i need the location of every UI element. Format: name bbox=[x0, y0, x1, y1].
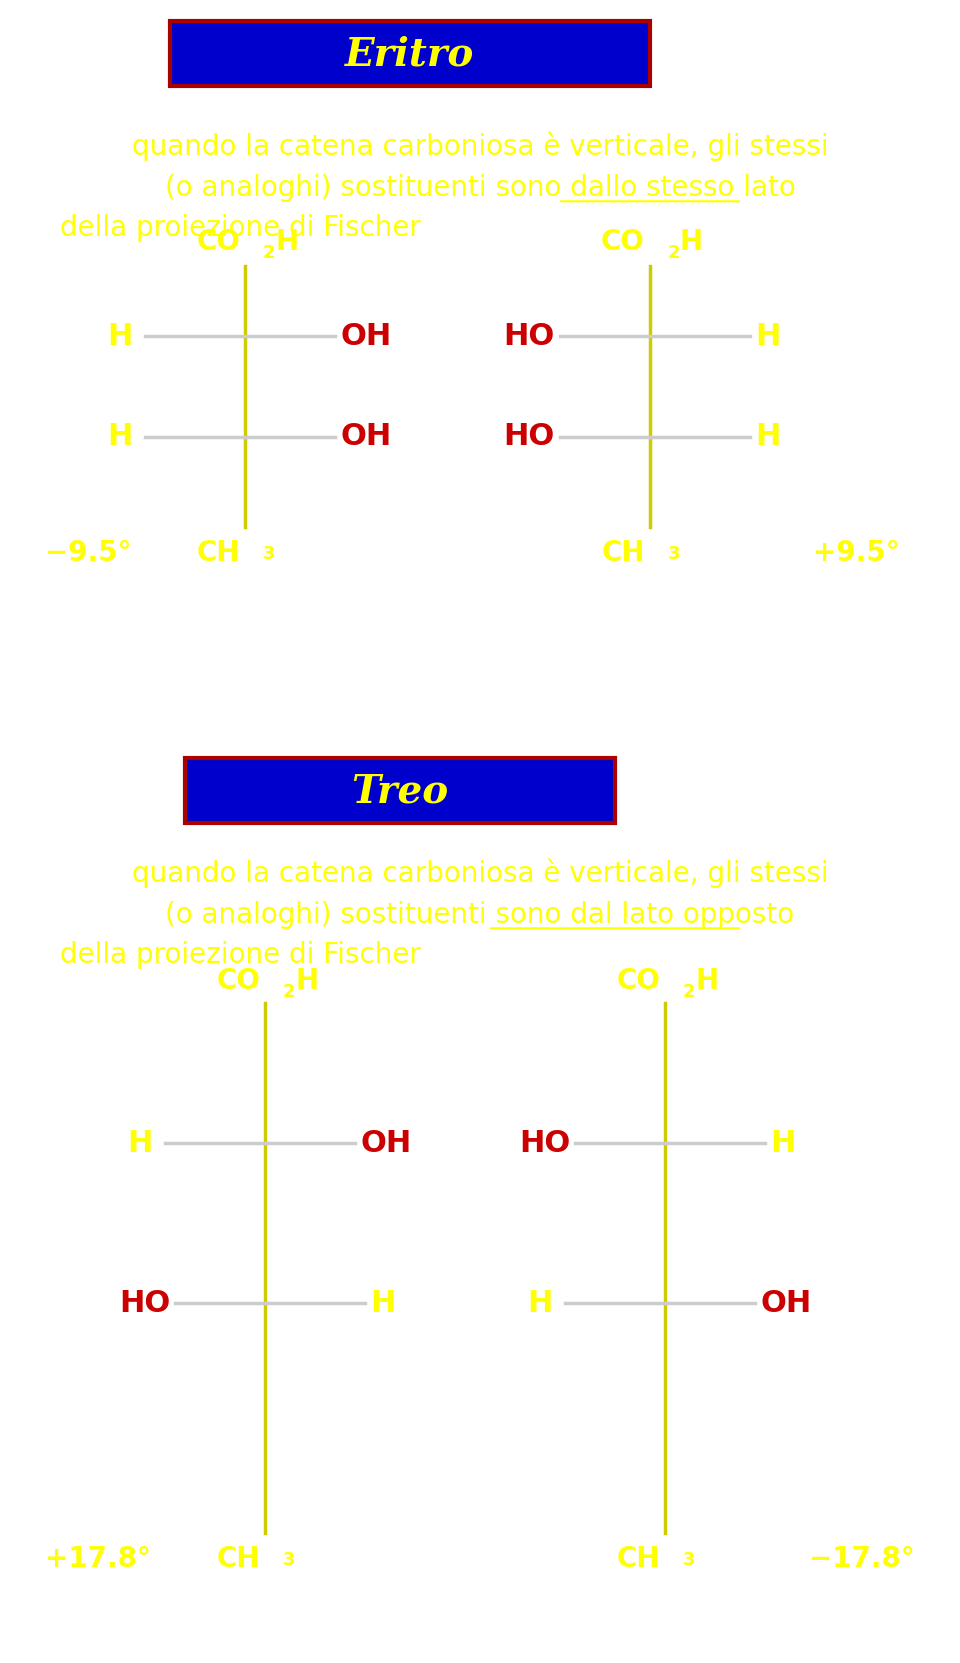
Text: CO: CO bbox=[601, 228, 645, 256]
FancyBboxPatch shape bbox=[170, 22, 650, 86]
Text: CH: CH bbox=[602, 539, 645, 567]
Text: H: H bbox=[755, 422, 780, 451]
Text: H: H bbox=[528, 1289, 553, 1317]
Text: CO: CO bbox=[216, 968, 260, 994]
Text: CO: CO bbox=[616, 968, 660, 994]
Text: H: H bbox=[680, 228, 703, 256]
Text: della proiezione di Fischer: della proiezione di Fischer bbox=[60, 215, 420, 243]
Text: 2: 2 bbox=[668, 244, 681, 263]
Text: quando la catena carboniosa è verticale, gli stessi: quando la catena carboniosa è verticale,… bbox=[132, 858, 828, 888]
Text: H: H bbox=[108, 422, 133, 451]
Text: HO: HO bbox=[504, 323, 555, 351]
Text: H: H bbox=[755, 323, 780, 351]
Text: 3: 3 bbox=[263, 545, 276, 562]
Text: 2: 2 bbox=[263, 244, 276, 263]
Text: Eritro: Eritro bbox=[346, 35, 474, 73]
Text: H: H bbox=[695, 968, 718, 994]
Text: H: H bbox=[108, 323, 133, 351]
Text: Treo: Treo bbox=[351, 772, 448, 810]
Text: H: H bbox=[295, 968, 318, 994]
Text: quando la catena carboniosa è verticale, gli stessi: quando la catena carboniosa è verticale,… bbox=[132, 131, 828, 161]
Text: +17.8°: +17.8° bbox=[45, 1545, 151, 1573]
Text: 3: 3 bbox=[683, 1552, 695, 1570]
Text: CH: CH bbox=[197, 539, 240, 567]
Text: CH: CH bbox=[616, 1545, 660, 1573]
Text: CH: CH bbox=[217, 1545, 260, 1573]
Text: −17.8°: −17.8° bbox=[809, 1545, 915, 1573]
Text: (o analoghi) sostituenti sono dallo stesso lato: (o analoghi) sostituenti sono dallo stes… bbox=[164, 175, 796, 203]
Text: H: H bbox=[128, 1129, 153, 1157]
Text: HO: HO bbox=[504, 422, 555, 451]
Text: H: H bbox=[275, 228, 299, 256]
Text: 2: 2 bbox=[283, 983, 296, 1001]
Text: OH: OH bbox=[340, 323, 392, 351]
Text: H: H bbox=[370, 1289, 396, 1317]
Text: CO: CO bbox=[196, 228, 240, 256]
Text: H: H bbox=[770, 1129, 796, 1157]
Text: +9.5°: +9.5° bbox=[813, 539, 900, 567]
Text: (o analoghi) sostituenti sono dal lato opposto: (o analoghi) sostituenti sono dal lato o… bbox=[165, 901, 795, 930]
Text: OH: OH bbox=[340, 422, 392, 451]
Text: HO: HO bbox=[119, 1289, 170, 1317]
Text: HO: HO bbox=[518, 1129, 570, 1157]
Text: OH: OH bbox=[360, 1129, 411, 1157]
Text: 3: 3 bbox=[668, 545, 681, 562]
Text: 3: 3 bbox=[283, 1552, 296, 1570]
Text: OH: OH bbox=[760, 1289, 811, 1317]
FancyBboxPatch shape bbox=[185, 758, 615, 823]
Text: −9.5°: −9.5° bbox=[45, 539, 132, 567]
Text: 2: 2 bbox=[683, 983, 695, 1001]
Text: della proiezione di Fischer: della proiezione di Fischer bbox=[60, 941, 420, 970]
